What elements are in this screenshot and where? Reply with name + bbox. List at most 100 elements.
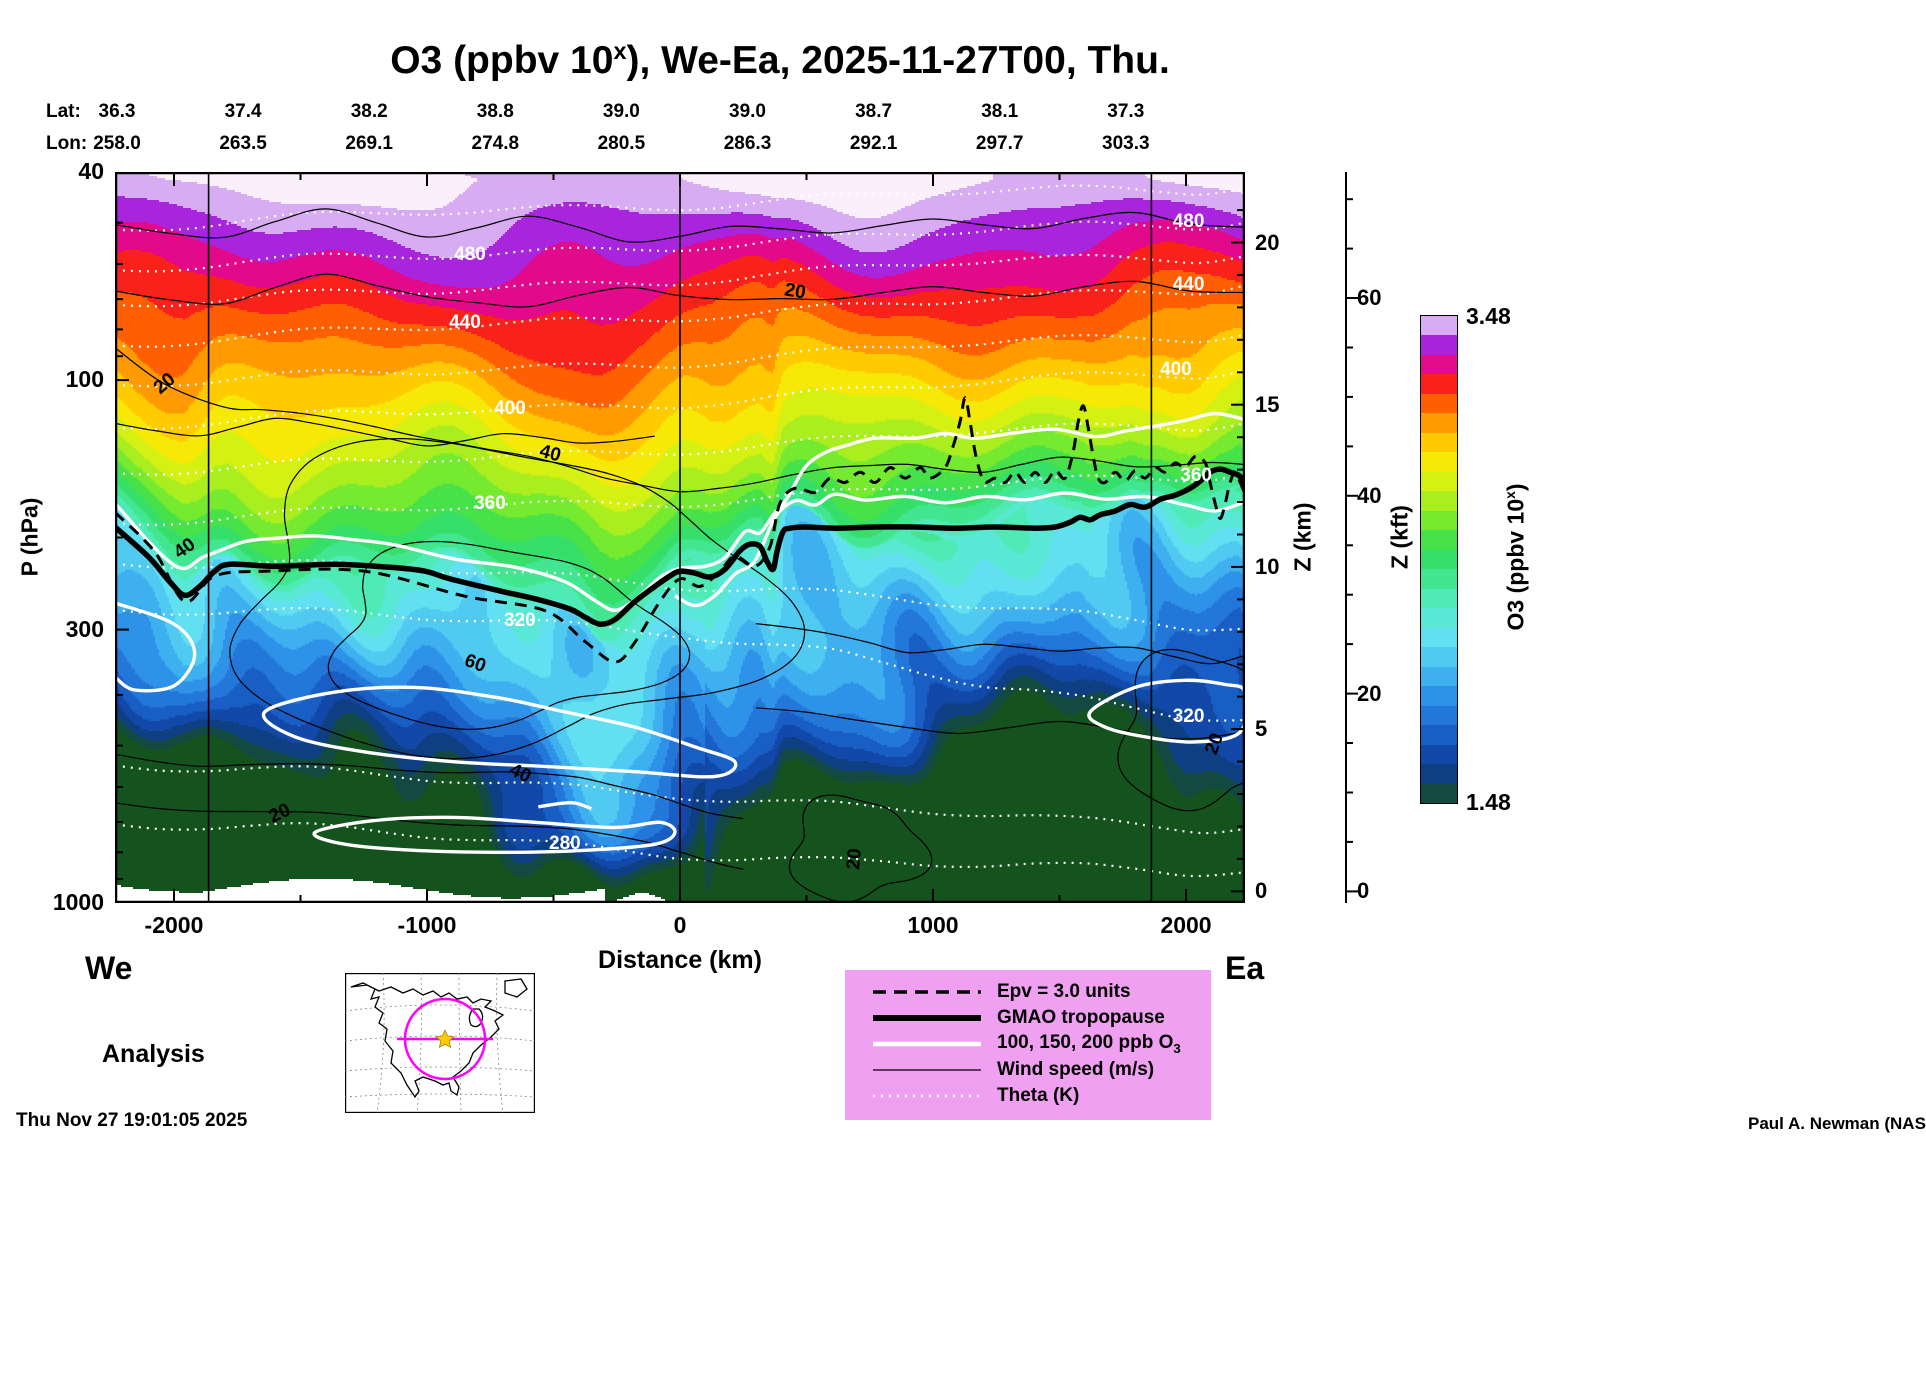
z-kft-tick-label: 40 <box>1357 482 1382 508</box>
lon-value: 280.5 <box>597 133 646 154</box>
tropopause-line <box>115 466 1245 628</box>
o3-contour <box>674 491 1245 608</box>
colorbar-band <box>1421 666 1457 687</box>
cross-section-plot <box>115 172 1245 903</box>
legend-item-label: Wind speed (m/s) <box>997 1059 1155 1080</box>
legend-item: GMAO tropopause <box>871 1005 1211 1031</box>
o3-contour <box>115 601 197 693</box>
colorbar-band <box>1421 316 1457 336</box>
legend-line-sample-thick-white <box>873 1041 981 1047</box>
z-kft-tick-label: 20 <box>1357 680 1382 706</box>
pressure-tick-label: 300 <box>65 615 104 642</box>
lon-value: 286.3 <box>723 133 772 154</box>
lat-key: Lat: <box>46 101 81 122</box>
page-title: O3 (ppbv 10x), We-Ea, 2025-11-27T00, Thu… <box>390 38 1170 82</box>
colorbar-band <box>1421 452 1457 472</box>
lon-value: 292.1 <box>849 133 898 154</box>
colorbar-axis-label: O3 (ppbv 10x) <box>1502 483 1529 631</box>
west-endpoint-label: We <box>85 950 133 986</box>
legend-item: 100, 150, 200 ppb O3 <box>871 1031 1211 1057</box>
colorbar-band <box>1421 530 1457 550</box>
wind-contour-loop <box>1117 648 1245 812</box>
legend-item: Theta (K) <box>871 1083 1211 1109</box>
colorbar-band <box>1421 686 1457 706</box>
colorbar-band <box>1421 764 1457 784</box>
colorbar-band <box>1421 588 1457 609</box>
wind-contour <box>755 623 1245 665</box>
colorbar-band <box>1421 471 1457 492</box>
colorbar-band <box>1421 627 1457 648</box>
lat-value: 39.0 <box>602 101 640 122</box>
lat-value: 36.3 <box>98 101 136 122</box>
o3-contour <box>115 411 1245 613</box>
legend: Epv = 3.0 units GMAO tropopause 100, 150, … <box>845 970 1211 1120</box>
lat-value: 38.8 <box>476 101 514 122</box>
timestamp: Thu Nov 27 19:01:05 2025 <box>16 1110 248 1131</box>
colorbar-max-label: 3.48 <box>1466 303 1511 329</box>
lat-value: 37.3 <box>1107 101 1145 122</box>
z-km-tick-label: 10 <box>1255 553 1280 579</box>
lon-value: 297.7 <box>975 133 1024 154</box>
colorbar-band <box>1421 569 1457 589</box>
colorbar-band <box>1421 549 1457 570</box>
colorbar-band <box>1421 374 1457 394</box>
colorbar-band <box>1421 432 1457 453</box>
legend-line-sample-thick-black <box>873 1015 981 1021</box>
distance-tick-label: 2000 <box>1160 912 1212 938</box>
colorbar-band <box>1421 510 1457 531</box>
colorbar-band <box>1421 725 1457 745</box>
legend-line-sample-dotted-white <box>873 1094 981 1098</box>
z-kft-tick-label: 0 <box>1357 878 1370 904</box>
z-kft-tick-label: 60 <box>1357 285 1382 311</box>
map-frame <box>345 973 535 1113</box>
z-km-tick-label: 5 <box>1255 716 1268 742</box>
o3-contour <box>312 815 677 855</box>
theta-contour <box>115 821 1245 878</box>
colorbar-band <box>1421 705 1457 726</box>
map-inset <box>345 973 535 1113</box>
colorbar-band <box>1421 647 1457 667</box>
wind-contour-loop <box>788 794 933 903</box>
legend-line-sample-thin-black <box>873 1069 981 1071</box>
theta-contour <box>115 333 1245 388</box>
theta-contour <box>115 764 1245 835</box>
legend-item-label: 100, 150, 200 ppb O3 <box>997 1032 1181 1056</box>
o3-contour <box>538 800 592 811</box>
wind-contour-loop <box>327 540 691 730</box>
theta-contour <box>115 220 1245 273</box>
lat-value: 38.7 <box>855 101 893 122</box>
map-range-circle <box>403 997 487 1081</box>
lon-value: 258.0 <box>93 133 141 154</box>
legend-line-sample-dashed-black <box>873 990 981 994</box>
colorbar-band <box>1421 491 1457 511</box>
legend-item: Wind speed (m/s) <box>871 1057 1211 1083</box>
pressure-axis-label: P (hPa) <box>16 497 43 577</box>
distance-tick-label: 0 <box>673 912 687 938</box>
lon-value: 274.8 <box>471 133 520 154</box>
wind-contour-loop <box>229 437 806 760</box>
legend-item-label: Epv = 3.0 units <box>997 981 1131 1002</box>
epv-contour <box>115 396 1245 664</box>
theta-contour <box>115 253 1245 308</box>
wind-contour <box>115 753 744 820</box>
credit: Paul A. Newman (NASA <box>1748 1114 1926 1133</box>
lon-value: 269.1 <box>345 133 393 154</box>
legend-item-label: GMAO tropopause <box>997 1007 1165 1028</box>
analysis-label: Analysis <box>102 1040 205 1068</box>
colorbar-band <box>1421 354 1457 375</box>
map-location-star <box>435 1029 455 1048</box>
wind-contour <box>115 417 655 447</box>
colorbar-band <box>1421 783 1457 804</box>
east-endpoint-label: Ea <box>1225 950 1265 986</box>
lat-value: 38.1 <box>981 101 1019 122</box>
colorbar-band <box>1421 744 1457 765</box>
z-km-tick-label: 0 <box>1255 878 1268 904</box>
distance-tick-label: -1000 <box>397 912 457 938</box>
colorbar-band <box>1421 335 1457 355</box>
colorbar-band <box>1421 413 1457 433</box>
z-km-tick-label: 15 <box>1255 391 1280 417</box>
legend-item-label: Theta (K) <box>997 1085 1080 1106</box>
lon-value: 303.3 <box>1102 133 1150 154</box>
theta-contour <box>115 606 1245 722</box>
